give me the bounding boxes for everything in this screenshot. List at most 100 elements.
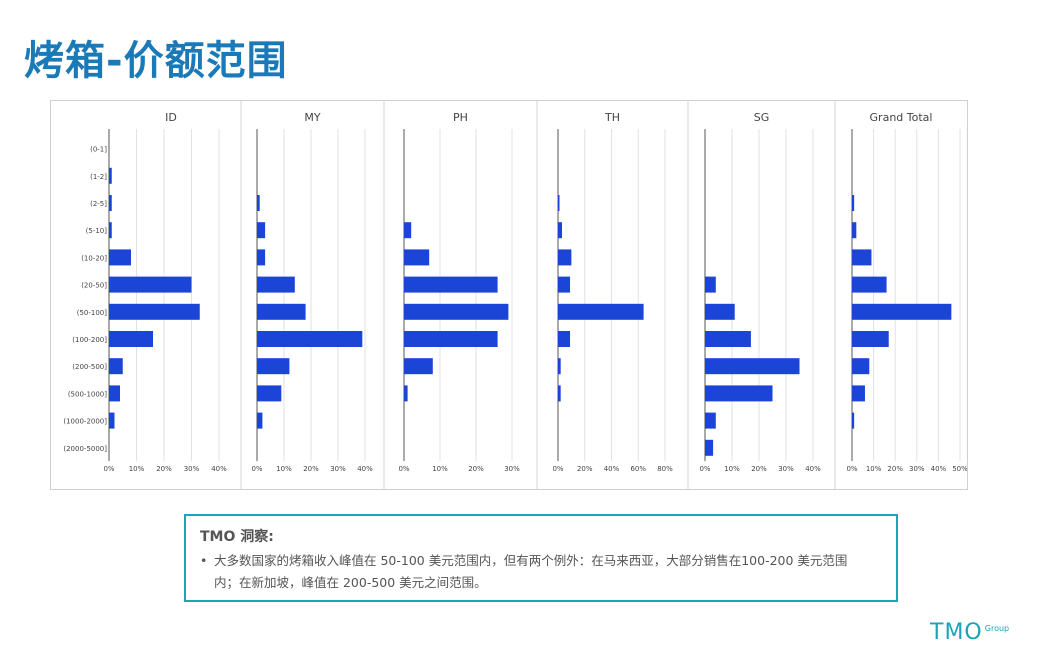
category-label: (50-100] [77, 309, 108, 317]
logo-sub-text: Group [984, 624, 1010, 633]
bar-id [109, 222, 112, 239]
bar-sg [705, 303, 735, 320]
insight-title: TMO 洞察: [200, 529, 274, 545]
bar-ph [404, 303, 509, 320]
bar-grand-total [852, 412, 855, 429]
category-label: (20-50] [81, 282, 107, 290]
chart-canvas: (0-1] (1-2] (2-5] (5-10] (10-20] (20-50] (50-1… [63, 101, 967, 489]
category-label: (200-500] [72, 363, 107, 371]
bar-sg [705, 439, 714, 456]
bar-th [558, 385, 561, 402]
bar-id [109, 276, 192, 293]
bar-ph [404, 331, 498, 347]
tick-label: 40% [357, 465, 373, 473]
price-range-chart: (0-1] (1-2] (2-5] (5-10] (10-20] (20-50] (50-1… [50, 100, 968, 490]
bar-id [109, 412, 115, 429]
bar-my [257, 358, 290, 375]
tmo-logo: TMO Group [930, 622, 1009, 644]
bar-th [558, 222, 563, 239]
tick-label: 10% [724, 465, 740, 473]
tick-label: 0% [103, 465, 114, 473]
panel-header-0: ID [165, 111, 177, 124]
bar-my [257, 195, 260, 211]
category-label: (10-20] [81, 254, 107, 262]
tick-label: 10% [866, 465, 882, 473]
bar-id [109, 195, 112, 211]
bar-grand-total [852, 303, 952, 320]
tick-label: 20% [751, 465, 767, 473]
tick-label: 30% [778, 465, 794, 473]
bar-my [257, 303, 306, 320]
bar-id [109, 358, 123, 375]
category-label: (5-10] [86, 227, 108, 235]
tick-label: 20% [303, 465, 319, 473]
bar-th [558, 358, 561, 375]
page-title: 烤箱-价额范围 [24, 38, 288, 84]
tick-label: 0% [251, 465, 262, 473]
bar-sg [705, 412, 716, 429]
insight-line-1: 大多数国家的烤箱收入峰值在 50-100 美元范围内，但有两个例外：在马来西亚，… [214, 553, 848, 568]
tick-label: 30% [184, 465, 200, 473]
tick-label: 20% [577, 465, 593, 473]
bar-ph [404, 276, 498, 293]
bar-sg [705, 331, 751, 347]
panel-header-4: SG [754, 111, 770, 124]
bar-grand-total [852, 331, 889, 347]
tick-label: 40% [931, 465, 947, 473]
panel-header-3: TH [604, 111, 620, 124]
bar-grand-total [852, 385, 865, 402]
category-label: (2000-5000] [63, 445, 107, 453]
bar-my [257, 249, 266, 266]
logo-main-text: TMO [930, 620, 983, 645]
bar-sg [705, 276, 716, 293]
tick-label: 10% [432, 465, 448, 473]
bar-grand-total [852, 195, 855, 211]
tick-label: 30% [330, 465, 346, 473]
tick-label: 40% [211, 465, 227, 473]
bar-th [558, 303, 644, 320]
panel-header-2: PH [453, 111, 468, 124]
tick-label: 30% [909, 465, 925, 473]
panel-header-5: Grand Total [870, 111, 933, 124]
insight-line-2: 内；在新加坡，峰值在 200-500 美元之间范围。 [214, 575, 487, 590]
bar-sg [705, 358, 800, 375]
insight-text: • 大多数国家的烤箱收入峰值在 50-100 美元范围内，但有两个例外：在马来西… [200, 550, 882, 594]
bar-th [558, 249, 572, 266]
bar-ph [404, 385, 408, 402]
bar-id [109, 385, 120, 402]
tick-label: 60% [630, 465, 646, 473]
bar-sg [705, 385, 773, 402]
tick-label: 50% [952, 465, 967, 473]
category-label: (100-200] [72, 336, 107, 344]
bar-my [257, 222, 266, 239]
bar-grand-total [852, 249, 872, 266]
bar-ph [404, 249, 430, 266]
insight-box: TMO 洞察: • 大多数国家的烤箱收入峰值在 50-100 美元范围内，但有两… [184, 514, 898, 602]
bar-id [109, 303, 200, 320]
panel-header-1: MY [304, 111, 320, 124]
bar-id [109, 331, 153, 347]
category-label: (1-2] [90, 173, 107, 181]
tick-label: 0% [552, 465, 563, 473]
tick-label: 40% [805, 465, 821, 473]
bar-th [558, 195, 560, 211]
tick-label: 30% [504, 465, 520, 473]
tick-label: 10% [276, 465, 292, 473]
tick-label: 0% [699, 465, 710, 473]
bar-my [257, 385, 282, 402]
bar-th [558, 276, 571, 293]
category-label: (500-1000] [68, 390, 107, 398]
tick-label: 20% [887, 465, 903, 473]
tick-label: 20% [468, 465, 484, 473]
bar-my [257, 331, 363, 347]
bar-ph [404, 222, 412, 239]
bar-my [257, 412, 263, 429]
category-label: (1000-2000] [63, 418, 107, 426]
bar-th [558, 331, 571, 347]
tick-label: 0% [398, 465, 409, 473]
tick-label: 40% [604, 465, 620, 473]
bar-grand-total [852, 222, 857, 239]
bar-id [109, 249, 131, 266]
bullet-icon: • [200, 553, 208, 568]
tick-label: 0% [846, 465, 857, 473]
